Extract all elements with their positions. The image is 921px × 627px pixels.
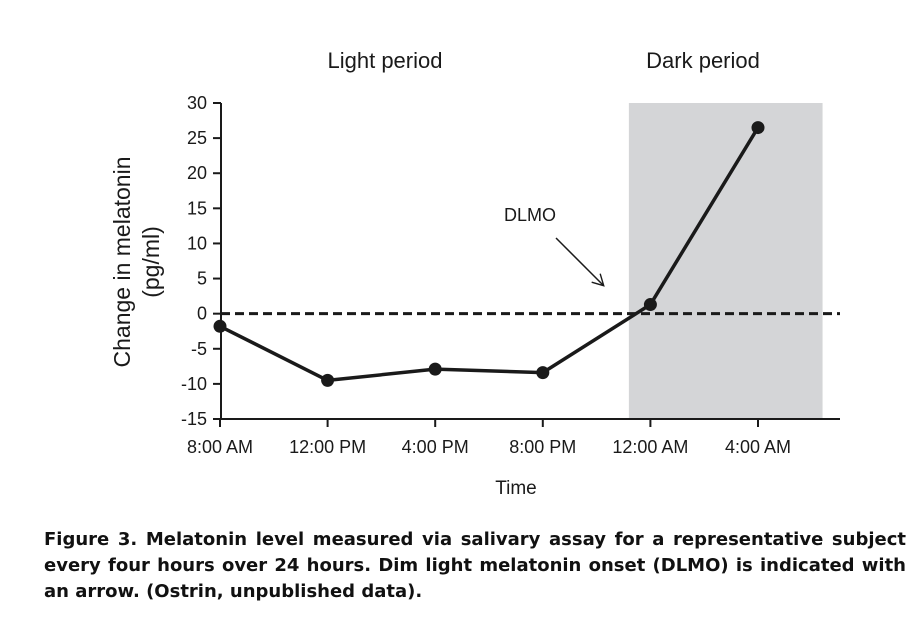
melatonin-chart: Light period Dark period 30 25 20 15 10 5 0 -5 -… [109,48,840,499]
x-tick-label: 12:00 PM [289,437,366,457]
x-tick-label: 12:00 AM [612,437,688,457]
dark-period-shade [628,103,823,419]
melatonin-series-line [219,126,760,383]
x-axis-label: Time [495,478,537,499]
y-tick-label: 30 [187,93,207,113]
data-point [321,373,335,387]
y-axis-label-line1: Change in melatonin [109,157,135,368]
figure-caption: Figure 3. Melatonin level measured via s… [44,529,906,602]
y-axis-ticks: 30 25 20 15 10 5 0 -5 -10 -15 [181,93,221,429]
data-point [751,121,765,135]
x-tick-label: 4:00 PM [402,437,469,457]
y-tick-label: -15 [181,409,207,429]
x-axis-ticks: 8:00 AM 12:00 PM 4:00 PM 8:00 PM 12:00 AM 4:0… [187,419,791,457]
x-tick-label: 8:00 PM [509,437,576,457]
y-tick-label: 0 [197,304,207,324]
x-tick-label: 4:00 AM [725,437,791,457]
y-axis-label: Change in melatonin (pg/ml) [109,157,164,368]
y-tick-label: 10 [187,233,207,253]
y-tick-label: 20 [187,163,207,183]
data-point [536,366,550,380]
data-point [428,362,442,376]
melatonin-series-points [213,121,765,387]
y-tick-label: -5 [191,339,207,359]
y-tick-label: 15 [187,198,207,218]
light-period-label: Light period [328,48,443,73]
dlmo-arrow [555,237,605,287]
y-axis-label-line2: (pg/ml) [138,226,164,298]
dark-period-label: Dark period [646,48,760,73]
x-tick-label: 8:00 AM [187,437,253,457]
y-tick-label: 5 [197,269,207,289]
data-point [213,319,227,333]
y-tick-label: -10 [181,374,207,394]
data-point [643,298,657,312]
y-tick-label: 25 [187,128,207,148]
dlmo-annotation-label: DLMO [504,205,556,225]
